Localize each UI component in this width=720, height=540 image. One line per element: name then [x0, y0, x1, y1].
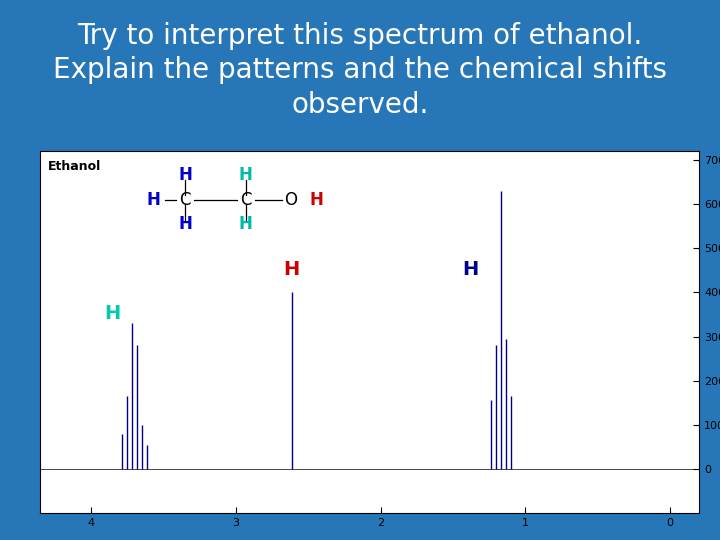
Text: C: C — [240, 191, 252, 209]
Text: H: H — [462, 260, 479, 279]
Text: Ethanol: Ethanol — [48, 160, 102, 173]
Text: H: H — [239, 166, 253, 185]
Text: O: O — [284, 191, 297, 209]
Text: H: H — [178, 166, 192, 185]
Text: C: C — [179, 191, 191, 209]
Text: H: H — [239, 215, 253, 233]
Text: H: H — [310, 191, 324, 209]
Text: H: H — [146, 191, 160, 209]
Text: H: H — [284, 260, 300, 279]
Text: Try to interpret this spectrum of ethanol.
Explain the patterns and the chemical: Try to interpret this spectrum of ethano… — [53, 22, 667, 119]
Text: H: H — [104, 304, 121, 323]
Text: H: H — [178, 215, 192, 233]
